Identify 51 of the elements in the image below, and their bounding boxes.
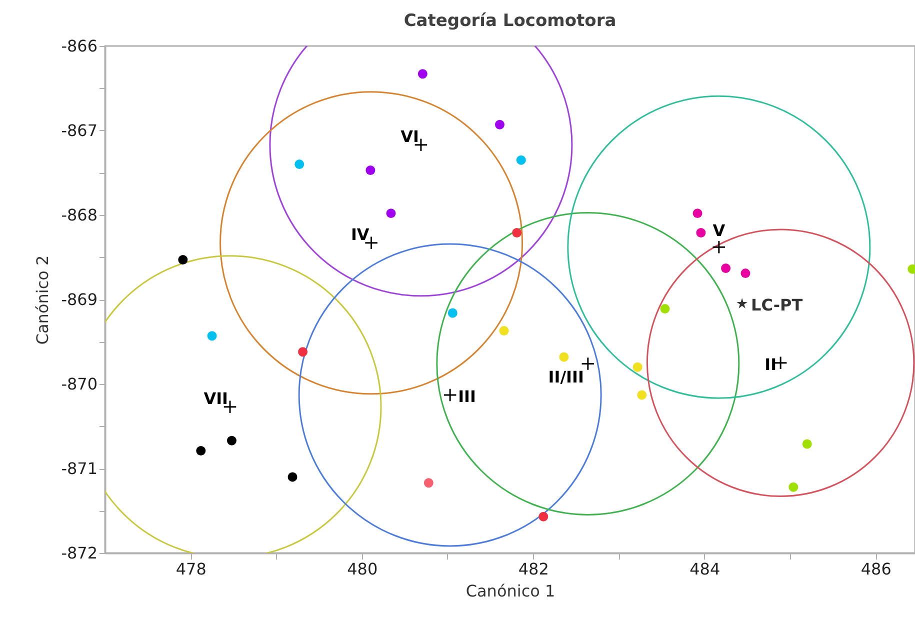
chart-title: Categoría Locomotora	[404, 11, 616, 31]
point	[788, 482, 798, 492]
point	[736, 298, 748, 308]
point	[298, 347, 308, 357]
point	[366, 165, 376, 175]
point	[386, 208, 396, 218]
point	[178, 255, 188, 265]
y-tick-label: -868	[61, 206, 98, 224]
x-tick-label: 478	[176, 560, 206, 578]
point	[559, 352, 569, 362]
data-label: VI	[400, 126, 419, 146]
x-tick-label: 482	[518, 560, 549, 578]
point	[288, 472, 298, 482]
point	[424, 478, 434, 488]
point	[721, 264, 731, 273]
data-label: II	[764, 354, 777, 374]
data-label: V	[712, 221, 726, 240]
point	[418, 69, 428, 79]
y-tick-label: -869	[61, 290, 98, 309]
point	[740, 268, 750, 278]
data-label: III	[458, 386, 476, 406]
point	[512, 228, 522, 238]
point	[226, 436, 236, 446]
point	[499, 326, 509, 336]
point	[802, 439, 812, 449]
y-tick-label: -867	[61, 121, 98, 140]
y-tick-label: -872	[61, 544, 98, 562]
y-tick-label: -866	[61, 36, 98, 56]
point	[692, 208, 702, 218]
y-tick-label: -871	[61, 459, 98, 478]
point	[696, 228, 706, 238]
point	[660, 304, 670, 314]
x-tick-label: 484	[690, 560, 720, 578]
x-tick-label: 486	[860, 560, 892, 578]
point	[637, 390, 647, 400]
x-axis-title: Canónico 1	[466, 582, 556, 600]
data-label: II/III	[548, 368, 584, 387]
point	[516, 155, 526, 165]
y-tick-label: -870	[61, 374, 98, 394]
point	[207, 331, 217, 341]
point	[448, 308, 458, 318]
y-axis-title: Canónico 2	[33, 255, 52, 345]
data-label: IV	[350, 224, 370, 244]
point	[294, 160, 304, 170]
point	[196, 446, 206, 456]
point	[538, 512, 548, 522]
data-label: VII	[204, 388, 228, 408]
point	[494, 120, 504, 130]
point	[632, 362, 642, 372]
data-label: LC-PT	[751, 296, 803, 315]
x-tick-label: 480	[347, 560, 378, 578]
